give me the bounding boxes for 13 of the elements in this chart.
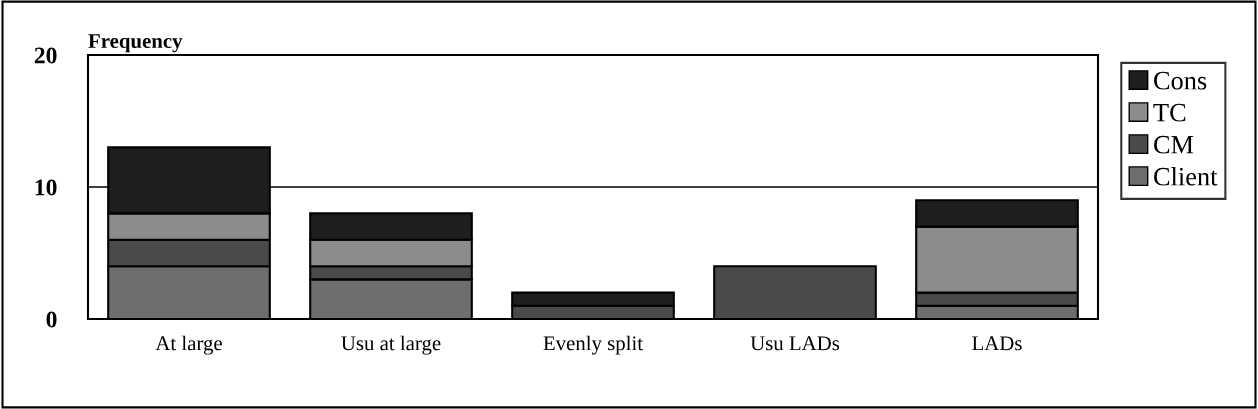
legend-label: CM	[1154, 135, 1194, 154]
x-tick-label: At large	[155, 335, 222, 355]
y-tick-label: 0	[46, 311, 57, 328]
x-tick-label: Usu LADs	[750, 336, 840, 351]
x-tick-label: Evenly split	[543, 335, 643, 355]
legend-label: TC	[1153, 103, 1186, 122]
legend-label: Client	[1154, 167, 1218, 186]
x-tick-label: Usu at large	[341, 335, 441, 355]
y-tick-label: 20	[34, 47, 57, 64]
y-tick-label: 10	[35, 179, 57, 196]
y-axis-title: Frequency	[88, 34, 183, 53]
legend-label: Cons	[1154, 71, 1207, 90]
x-tick-label: LADs	[972, 336, 1022, 351]
